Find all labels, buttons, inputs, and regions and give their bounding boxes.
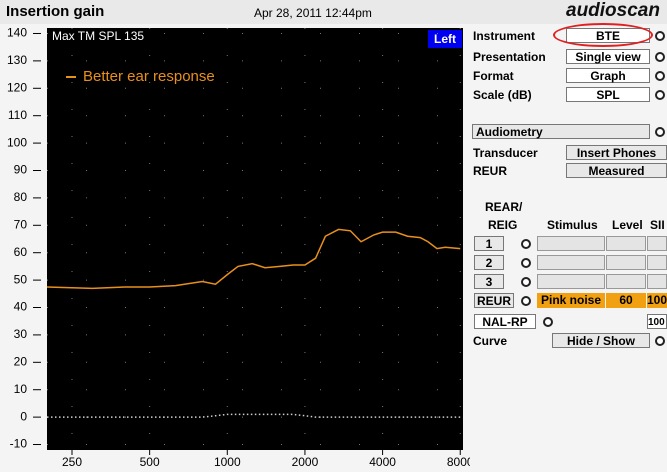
column-header: Stimulus xyxy=(547,218,598,232)
y-tick-label: 30 xyxy=(14,327,28,341)
format-field[interactable]: Graph xyxy=(566,68,650,83)
column-header: Level xyxy=(612,218,643,232)
audiometry-button[interactable]: Audiometry xyxy=(472,124,650,139)
presentation-field[interactable]: Single view xyxy=(566,49,650,64)
x-tick-label: 4000 xyxy=(369,455,396,469)
radio[interactable] xyxy=(655,71,665,81)
label: Transducer xyxy=(473,146,538,160)
x-tick-label: 250 xyxy=(62,455,82,469)
y-tick-label: 130 xyxy=(7,53,27,67)
radio[interactable] xyxy=(655,336,665,346)
column-header: REIG xyxy=(488,218,518,232)
screen-title: Insertion gain xyxy=(6,3,105,20)
y-tick-label: 100 xyxy=(7,135,27,149)
date: Apr 28, 2011 12:44pm xyxy=(254,6,372,20)
ear-badge xyxy=(428,30,462,48)
radio[interactable] xyxy=(521,258,531,268)
cell xyxy=(606,274,646,289)
x-tick-label: 1000 xyxy=(214,455,241,469)
x-tick-label: 2000 xyxy=(292,455,319,469)
stimulus-cell: Pink noise xyxy=(537,293,605,308)
row-button[interactable]: 2 xyxy=(474,255,504,270)
y-tick-label: 50 xyxy=(14,272,28,286)
row-button[interactable]: REUR xyxy=(474,293,514,308)
plot-area xyxy=(47,28,463,450)
annotation: Max TM SPL 135 xyxy=(52,29,144,43)
scale-field[interactable]: SPL xyxy=(566,87,650,102)
y-tick-label: 40 xyxy=(14,300,28,314)
y-tick-label: 140 xyxy=(7,26,27,40)
y-tick-label: 80 xyxy=(14,190,28,204)
cell xyxy=(537,236,605,251)
sii-cell: 100 xyxy=(647,293,667,308)
legend-label: Better ear response xyxy=(83,68,215,85)
series-line xyxy=(46,228,461,290)
y-tick-label: 120 xyxy=(7,80,27,94)
radio[interactable] xyxy=(521,277,531,287)
column-header: REAR/ xyxy=(485,200,523,214)
cell xyxy=(647,255,667,270)
x-tick-label: 8000 xyxy=(447,455,470,469)
radio[interactable] xyxy=(655,52,665,62)
highlight-ellipse xyxy=(553,23,653,47)
radio[interactable] xyxy=(543,317,553,327)
chart: Max TM SPL 135 Left -10 0 10 20 30 40 50 60 70 80… xyxy=(7,26,470,470)
target-field[interactable]: NAL-RP xyxy=(474,314,536,329)
x-tick-label: 500 xyxy=(140,455,160,469)
y-tick-label: 90 xyxy=(14,163,28,177)
y-tick-label: 70 xyxy=(14,217,28,231)
radio[interactable] xyxy=(521,239,531,249)
y-tick-label: 10 xyxy=(14,382,28,396)
curve-button[interactable]: Hide / Show xyxy=(552,333,650,348)
y-tick-label: 20 xyxy=(14,354,28,368)
radio[interactable] xyxy=(655,90,665,100)
radio[interactable] xyxy=(655,127,665,137)
y-tick-label: 60 xyxy=(14,245,28,259)
label: Instrument xyxy=(473,29,536,43)
label: Presentation xyxy=(473,50,546,64)
reur-field: Measured xyxy=(566,163,667,178)
transducer-field: Insert Phones xyxy=(566,145,667,160)
level-cell: 60 xyxy=(606,293,646,308)
row-button[interactable]: 1 xyxy=(474,236,504,251)
radio[interactable] xyxy=(655,31,665,41)
logo: audioscan xyxy=(566,0,660,21)
label: Curve xyxy=(473,334,508,348)
cell xyxy=(647,236,667,251)
cell xyxy=(537,274,605,289)
ear-label: Left xyxy=(434,32,456,46)
y-tick-label: 0 xyxy=(20,409,27,423)
sii-cell: 100 xyxy=(647,314,667,329)
label: Format xyxy=(473,69,514,83)
label: Scale (dB) xyxy=(473,88,532,102)
y-tick-label: -10 xyxy=(10,437,28,451)
cell xyxy=(606,255,646,270)
cell xyxy=(537,255,605,270)
radio[interactable] xyxy=(521,296,531,306)
label: REUR xyxy=(473,164,508,178)
column-header: SII xyxy=(650,218,665,232)
title-bar xyxy=(0,0,667,24)
y-tick-label: 110 xyxy=(8,108,27,122)
row-button[interactable]: 3 xyxy=(474,274,504,289)
cell xyxy=(647,274,667,289)
cell xyxy=(606,236,646,251)
